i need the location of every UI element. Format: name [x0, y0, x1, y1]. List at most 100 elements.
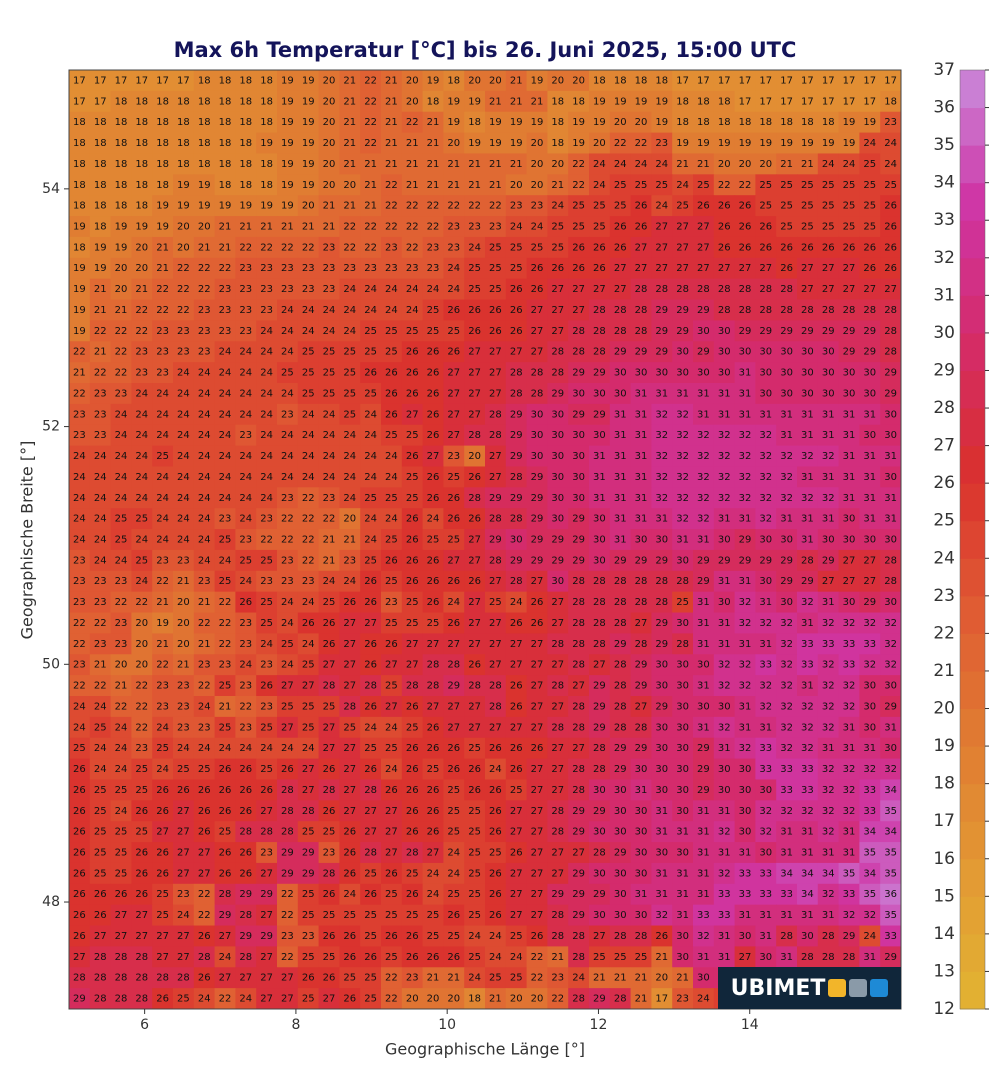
cell-value: 24	[219, 451, 232, 462]
cell-value: 30	[551, 493, 564, 504]
heat-cell	[69, 278, 91, 301]
heat-cell	[152, 195, 174, 217]
cell-value: 24	[323, 472, 336, 483]
cell-value: 30	[843, 388, 856, 399]
cell-value: 27	[343, 639, 356, 650]
cell-value: 24	[239, 388, 252, 399]
cell-value: 20	[510, 180, 523, 191]
cell-value: 19	[759, 138, 772, 149]
heat-cell	[589, 111, 611, 134]
cell-value: 21	[364, 180, 377, 191]
heat-cell	[817, 90, 840, 113]
colorbar-segment	[960, 595, 985, 634]
heat-cell	[734, 90, 756, 113]
cell-value: 32	[739, 660, 752, 671]
heat-cell	[297, 424, 320, 447]
cell-value: 30	[614, 868, 627, 879]
cell-value: 21	[323, 535, 336, 546]
heat-cell	[713, 132, 736, 154]
cell-value: 26	[385, 555, 398, 566]
cell-value: 29	[635, 660, 648, 671]
heat-cell	[131, 383, 153, 405]
cell-value: 27	[489, 576, 502, 587]
cell-value: 20	[323, 96, 336, 107]
cell-value: 25	[822, 201, 835, 212]
cell-value: 24	[260, 493, 273, 504]
cell-value: 33	[863, 785, 876, 796]
colorbar-tick-label: 26	[933, 473, 955, 493]
heat-cell	[505, 445, 528, 467]
cell-value: 25	[302, 952, 315, 963]
cell-value: 29	[551, 555, 564, 566]
heat-cell	[131, 153, 153, 175]
cell-value: 21	[489, 180, 502, 191]
cell-value: 27	[156, 952, 169, 963]
cell-value: 28	[655, 597, 668, 608]
cell-value: 25	[635, 952, 648, 963]
cell-value: 30	[676, 701, 689, 712]
cell-value: 24	[94, 451, 107, 462]
cell-value: 31	[780, 827, 793, 838]
heat-cell	[152, 132, 174, 154]
cell-value: 28	[551, 806, 564, 817]
cell-value: 29	[635, 743, 648, 754]
cell-value: 21	[156, 242, 169, 253]
cell-value: 31	[843, 430, 856, 441]
cell-value: 25	[385, 618, 398, 629]
cell-value: 26	[531, 743, 544, 754]
heat-cell	[235, 216, 257, 238]
cell-value: 23	[156, 681, 169, 692]
cell-value: 24	[531, 222, 544, 233]
cell-value: 32	[863, 764, 876, 775]
cell-value: 25	[343, 973, 356, 984]
cell-value: 31	[697, 409, 710, 420]
cell-value: 32	[843, 618, 856, 629]
cell-value: 24	[655, 201, 668, 212]
cell-value: 19	[177, 201, 190, 212]
cell-value: 25	[406, 326, 419, 337]
cell-value: 25	[468, 952, 481, 963]
cell-value: 29	[572, 889, 585, 900]
heat-cell	[339, 445, 361, 467]
cell-value: 28	[323, 868, 336, 879]
cell-value: 24	[302, 451, 315, 462]
cell-value: 21	[219, 222, 232, 233]
cell-value: 25	[780, 222, 793, 233]
heat-cell	[589, 278, 611, 301]
cell-value: 22	[385, 973, 398, 984]
heat-cell	[131, 278, 153, 301]
heat-cell	[401, 236, 424, 259]
heat-cell	[193, 70, 216, 92]
heat-cell	[693, 445, 715, 467]
heat-cell	[339, 174, 361, 196]
cell-value: 23	[135, 368, 148, 379]
cell-value: 23	[323, 493, 336, 504]
cell-value: 35	[884, 868, 897, 879]
cell-value: 26	[759, 222, 772, 233]
cell-value: 31	[655, 827, 668, 838]
cell-value: 24	[177, 743, 190, 754]
colorbar-segment	[960, 483, 985, 522]
cell-value: 19	[427, 75, 440, 86]
cell-value: 31	[655, 514, 668, 525]
cell-value: 22	[156, 660, 169, 671]
heat-cell	[277, 383, 299, 405]
cell-value: 30	[884, 681, 897, 692]
cell-value: 29	[510, 451, 523, 462]
cell-value: 26	[323, 618, 336, 629]
cell-value: 25	[364, 347, 377, 358]
heat-cell	[193, 403, 216, 426]
cell-value: 31	[614, 430, 627, 441]
cell-value: 31	[635, 889, 648, 900]
heat-cell	[297, 320, 320, 342]
cell-value: 25	[219, 722, 232, 733]
cell-value: 25	[302, 368, 315, 379]
cell-value: 22	[73, 681, 86, 692]
heat-cell	[214, 216, 236, 238]
heat-cell	[797, 132, 819, 154]
cell-value: 26	[302, 973, 315, 984]
cell-value: 28	[551, 722, 564, 733]
cell-value: 29	[759, 326, 772, 337]
cell-value: 32	[739, 618, 752, 629]
cell-value: 27	[614, 284, 627, 295]
